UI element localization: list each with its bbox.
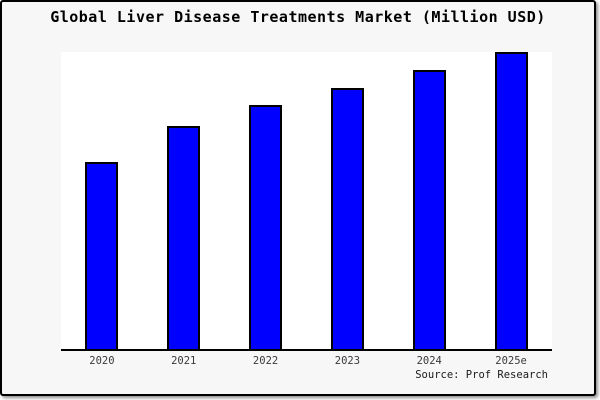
- x-axis-labels: 2020 2021 2022 2023 2024 2025e: [61, 355, 552, 367]
- x-tick-label-2025e: 2025e: [495, 355, 527, 367]
- bar-2020: [85, 161, 119, 349]
- bars-container: [61, 52, 552, 349]
- bar-slot: [61, 52, 143, 349]
- x-tick-label-2022: 2022: [252, 355, 279, 367]
- bar-2022: [249, 105, 283, 349]
- bar-2023: [330, 87, 364, 349]
- bar-2025e: [494, 52, 528, 349]
- bar-slot: [306, 52, 388, 349]
- bar-slot: [388, 52, 470, 349]
- x-axis-line: [61, 349, 552, 351]
- bar-2021: [167, 126, 201, 349]
- source-note: Source: Prof Research: [415, 369, 548, 381]
- x-tick-label-2020: 2020: [89, 355, 115, 367]
- x-tick-label-2021: 2021: [171, 355, 197, 367]
- chart-title: Global Liver Disease Treatments Market (…: [50, 8, 546, 26]
- x-tick-label-2024: 2024: [416, 355, 442, 367]
- plot-area: [61, 52, 552, 351]
- bar-slot: [470, 52, 552, 349]
- bar-2024: [412, 69, 446, 349]
- bar-slot: [225, 52, 307, 349]
- bar-slot: [143, 52, 225, 349]
- x-tick-label-2023: 2023: [334, 355, 361, 367]
